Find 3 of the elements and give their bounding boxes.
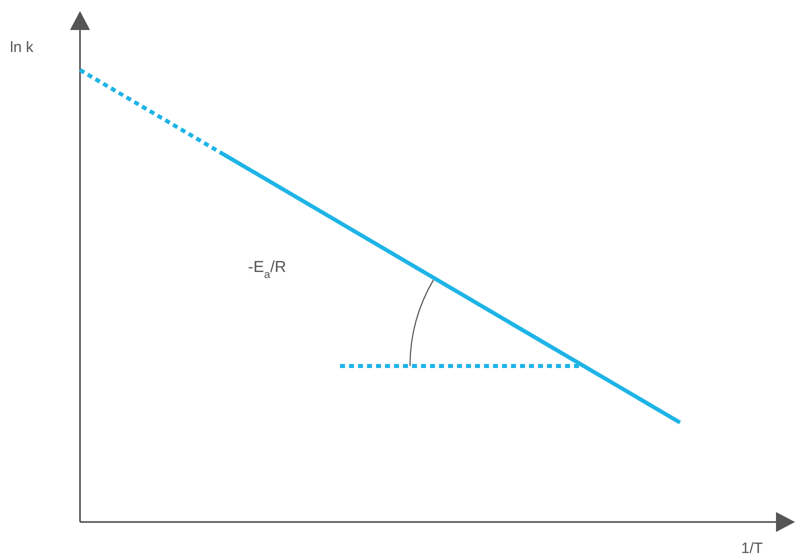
annotation: -E$_{a}$/R: [248, 259, 286, 281]
y-axis-title: ln k: [10, 39, 34, 56]
x-axis-title: 1/T: [741, 540, 763, 557]
